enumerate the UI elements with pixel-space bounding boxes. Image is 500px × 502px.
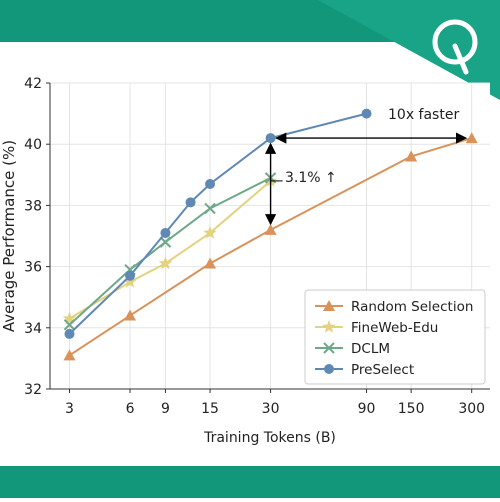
x-tick-label: 6 [126,401,135,417]
y-tick-label: 32 [24,382,42,398]
axes [49,83,490,390]
data-point-preselect [125,270,136,281]
x-tick-label: 300 [458,401,485,417]
data-point-preselect [265,133,276,144]
bottom-band [0,466,500,498]
y-tick-label: 34 [24,321,42,337]
x-tick-label: 3 [65,401,74,417]
data-point-dclm [63,319,76,331]
legend-marker-dclm [323,342,335,354]
x-tick-label: 15 [201,401,219,417]
legend-marker-random-selection [323,300,335,311]
data-point-random-selection [264,223,277,235]
data-point-random-selection [124,309,137,321]
data-point-preselect [64,328,75,339]
data-point-preselect [160,227,171,238]
legend-label-dclm: DCLM [351,341,390,357]
legend-label-preselect: PreSelect [351,362,414,378]
data-point-fineweb-edu [123,274,137,288]
series-line-random-selection [68,137,472,357]
x-axis-label: Training Tokens (B) [203,430,336,446]
y-tick-label: 40 [24,137,42,153]
data-point-random-selection [465,132,478,144]
gain-annotation: 3.1% ↑ [285,170,337,186]
annotations: 10x faster 3.1% ↑ [264,107,468,226]
data-point-preselect [205,178,216,189]
legend-label-random-selection: Random Selection [351,299,473,315]
data-point-random-selection [63,349,76,361]
y-tick-label: 38 [24,198,42,214]
data-point-random-selection [204,257,217,269]
data-point-random-selection [405,150,418,162]
legend-label-fineweb-edu: FineWeb-Edu [351,320,438,336]
data-point-fineweb-edu [62,311,77,325]
q-logo-icon [432,19,478,75]
y-tick-label: 42 [24,76,42,92]
data-point-fineweb-edu [203,225,217,239]
data-point-dclm [204,202,216,215]
data-point-preselect [185,197,196,208]
legend-box [304,289,486,385]
series [62,108,478,361]
data-point-fineweb-edu [158,256,173,270]
x-tick-label: 90 [358,401,376,417]
data-point-preselect [361,108,372,119]
y-tick-label: 36 [24,260,42,276]
x-tick-label: 150 [398,401,425,417]
x-tick-label: 9 [161,401,170,417]
x-tick-label: 30 [262,401,280,417]
legend: Random Selection FineWeb-Edu DCLM PreSelect [304,289,486,385]
data-point-dclm [159,236,172,248]
logo-background [318,0,500,100]
legend-marker-preselect [324,364,334,374]
legend-marker-fineweb-edu [322,320,336,333]
speedup-annotation: 10x faster [388,107,459,123]
y-axis-label: Average Performance (%) [0,140,18,332]
